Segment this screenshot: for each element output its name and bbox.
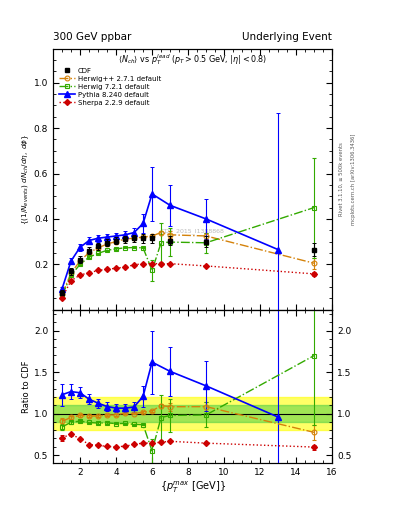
Legend: CDF, Herwig++ 2.7.1 default, Herwig 7.2.1 default, Pythia 8.240 default, Sherpa : CDF, Herwig++ 2.7.1 default, Herwig 7.2.… xyxy=(59,68,161,105)
Text: CDF_2015_I1388868: CDF_2015_I1388868 xyxy=(161,228,224,234)
Bar xyxy=(53,405,332,422)
Text: $\langle N_{ch}\rangle$ vs $p_T^{lead}$ ($p_T > 0.5$ GeV, $|\eta| < 0.8$): $\langle N_{ch}\rangle$ vs $p_T^{lead}$ … xyxy=(118,53,267,68)
Y-axis label: $\{(1/N_{events})\ dN_{ch}/d\eta,\ d\phi\}$: $\{(1/N_{events})\ dN_{ch}/d\eta,\ d\phi… xyxy=(20,134,31,225)
Text: Underlying Event: Underlying Event xyxy=(242,32,332,42)
Text: mcplots.cern.ch [arXiv:1306.3436]: mcplots.cern.ch [arXiv:1306.3436] xyxy=(351,134,356,225)
X-axis label: $\{p_T^{max}\ [\mathrm{GeV}]\}$: $\{p_T^{max}\ [\mathrm{GeV}]\}$ xyxy=(160,480,226,496)
Text: Rivet 3.1.10, ≥ 500k events: Rivet 3.1.10, ≥ 500k events xyxy=(339,142,344,216)
Bar xyxy=(53,397,332,430)
Text: 300 GeV ppbar: 300 GeV ppbar xyxy=(53,32,131,42)
Y-axis label: Ratio to CDF: Ratio to CDF xyxy=(22,360,31,413)
